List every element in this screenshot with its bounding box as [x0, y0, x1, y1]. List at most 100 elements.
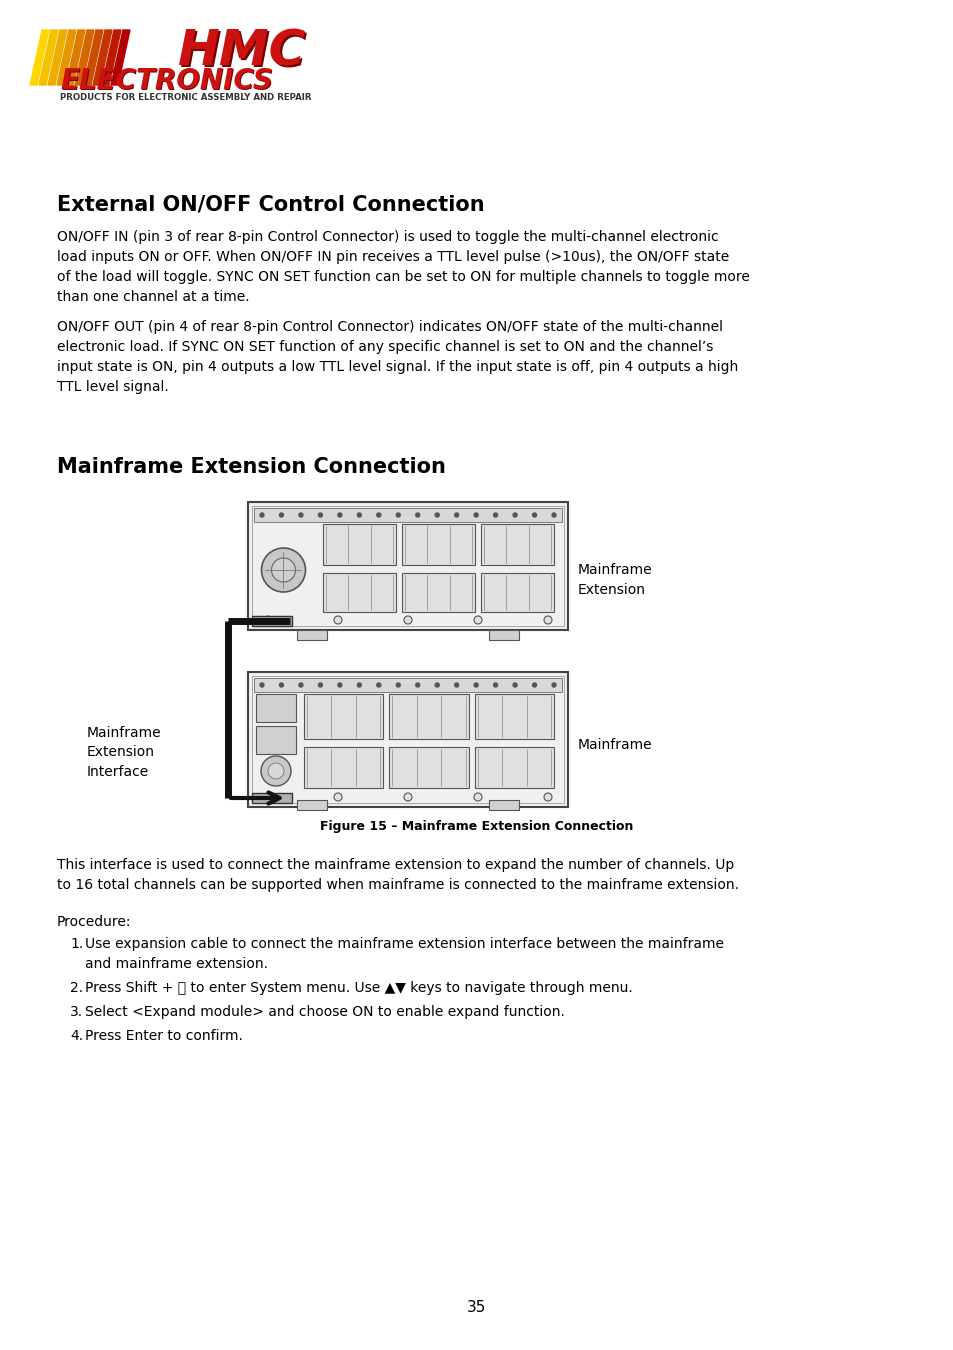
Text: Mainframe
Extension
Interface: Mainframe Extension Interface [87, 726, 161, 779]
Circle shape [272, 558, 295, 582]
Circle shape [552, 513, 556, 517]
Text: Procedure:: Procedure: [57, 915, 132, 929]
Circle shape [532, 683, 536, 687]
Text: 1.: 1. [70, 937, 83, 950]
Circle shape [264, 792, 272, 801]
Text: PRODUCTS FOR ELECTRONIC ASSEMBLY AND REPAIR: PRODUCTS FOR ELECTRONIC ASSEMBLY AND REP… [60, 93, 312, 103]
Bar [323, 574, 395, 612]
Polygon shape [66, 30, 85, 85]
Circle shape [543, 792, 552, 801]
Circle shape [395, 513, 400, 517]
Text: Press Enter to confirm.: Press Enter to confirm. [85, 1029, 243, 1044]
Circle shape [298, 683, 303, 687]
Circle shape [435, 683, 438, 687]
Circle shape [279, 683, 283, 687]
Bar [252, 616, 292, 626]
Circle shape [493, 683, 497, 687]
Polygon shape [102, 30, 121, 85]
Text: 2.: 2. [70, 981, 83, 995]
Circle shape [337, 513, 341, 517]
Text: ON/OFF OUT (pin 4 of rear 8-pin Control Connector) indicates ON/OFF state of the: ON/OFF OUT (pin 4 of rear 8-pin Control … [57, 320, 738, 394]
Circle shape [334, 616, 341, 624]
Circle shape [395, 683, 400, 687]
Circle shape [435, 513, 438, 517]
Bar [304, 694, 383, 738]
Bar [489, 630, 518, 640]
Bar [296, 801, 327, 810]
Polygon shape [48, 30, 67, 85]
Text: Mainframe: Mainframe [578, 738, 652, 752]
Bar [475, 747, 554, 788]
Circle shape [416, 513, 419, 517]
Bar [252, 676, 563, 803]
Circle shape [357, 513, 361, 517]
Circle shape [532, 513, 536, 517]
Bar [296, 630, 327, 640]
Circle shape [376, 683, 380, 687]
Text: 4.: 4. [70, 1029, 83, 1044]
Bar [401, 574, 475, 612]
Circle shape [403, 792, 412, 801]
Text: ELECTRONICS: ELECTRONICS [60, 68, 273, 94]
Circle shape [334, 792, 341, 801]
Text: External ON/OFF Control Connection: External ON/OFF Control Connection [57, 194, 484, 215]
Circle shape [298, 513, 303, 517]
Circle shape [474, 683, 477, 687]
Circle shape [513, 683, 517, 687]
Circle shape [455, 683, 458, 687]
Text: Press Shift + ⓦ to enter System menu. Use ▲▼ keys to navigate through menu.: Press Shift + ⓦ to enter System menu. Us… [85, 981, 632, 995]
Bar [255, 694, 295, 722]
Bar [248, 672, 567, 807]
Text: HMC: HMC [178, 28, 306, 76]
Bar [389, 694, 468, 738]
Text: This interface is used to connect the mainframe extension to expand the number o: This interface is used to connect the ma… [57, 859, 739, 892]
Bar [252, 792, 292, 803]
Text: ON/OFF IN (pin 3 of rear 8-pin Control Connector) is used to toggle the multi-ch: ON/OFF IN (pin 3 of rear 8-pin Control C… [57, 230, 749, 304]
Text: Mainframe
Extension: Mainframe Extension [578, 563, 652, 597]
Text: Select <Expand module> and choose ON to enable expand function.: Select <Expand module> and choose ON to … [85, 1004, 564, 1019]
Bar [253, 678, 561, 693]
Text: Figure 15 – Mainframe Extension Connection: Figure 15 – Mainframe Extension Connecti… [320, 819, 633, 833]
Circle shape [261, 756, 291, 786]
Circle shape [416, 683, 419, 687]
Circle shape [279, 513, 283, 517]
Circle shape [474, 616, 481, 624]
Polygon shape [30, 30, 49, 85]
Circle shape [357, 683, 361, 687]
Text: 3.: 3. [70, 1004, 83, 1019]
Bar [480, 574, 554, 612]
Circle shape [264, 616, 272, 624]
Circle shape [493, 513, 497, 517]
Circle shape [318, 513, 322, 517]
Circle shape [268, 763, 284, 779]
Circle shape [318, 683, 322, 687]
Polygon shape [39, 30, 58, 85]
Text: 35: 35 [467, 1300, 486, 1315]
Bar [248, 502, 567, 630]
Circle shape [403, 616, 412, 624]
Polygon shape [92, 30, 112, 85]
Circle shape [261, 548, 305, 593]
Polygon shape [75, 30, 94, 85]
Circle shape [474, 513, 477, 517]
Bar [389, 747, 468, 788]
Bar [475, 694, 554, 738]
Circle shape [260, 513, 264, 517]
Bar [253, 508, 561, 522]
Text: HMC: HMC [180, 30, 308, 78]
Bar [252, 506, 563, 626]
Circle shape [552, 683, 556, 687]
Polygon shape [57, 30, 76, 85]
Circle shape [455, 513, 458, 517]
Circle shape [474, 792, 481, 801]
Bar [401, 524, 475, 566]
Polygon shape [111, 30, 130, 85]
Circle shape [260, 683, 264, 687]
Circle shape [513, 513, 517, 517]
Circle shape [543, 616, 552, 624]
Bar [480, 524, 554, 566]
Bar [489, 801, 518, 810]
Bar [255, 726, 295, 755]
Circle shape [337, 683, 341, 687]
Bar [304, 747, 383, 788]
